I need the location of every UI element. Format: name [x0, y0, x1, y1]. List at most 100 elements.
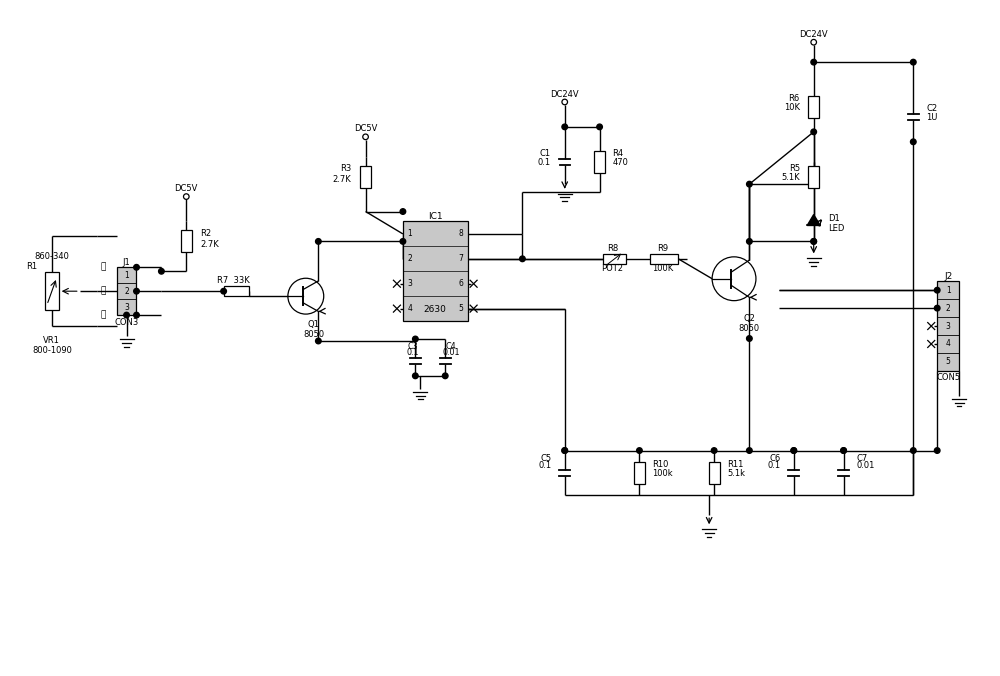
Circle shape: [562, 124, 568, 130]
Text: 8050: 8050: [738, 324, 760, 333]
Text: DC5V: DC5V: [175, 184, 198, 193]
Text: 3: 3: [124, 303, 129, 312]
Circle shape: [413, 336, 418, 342]
Text: R1: R1: [26, 262, 37, 271]
Text: R2: R2: [200, 229, 211, 238]
Circle shape: [562, 448, 568, 454]
Text: C4: C4: [446, 343, 457, 352]
Bar: [937, 281, 959, 371]
Bar: [403, 222, 468, 321]
Circle shape: [124, 312, 129, 318]
Circle shape: [442, 373, 448, 379]
Text: D1: D1: [828, 214, 839, 223]
Circle shape: [811, 59, 816, 65]
Circle shape: [911, 139, 916, 145]
Text: C1: C1: [540, 149, 551, 158]
Circle shape: [134, 264, 139, 270]
Text: C5: C5: [541, 454, 552, 462]
Circle shape: [934, 287, 940, 293]
Text: J1: J1: [123, 258, 130, 267]
Circle shape: [221, 289, 226, 294]
Text: R6: R6: [789, 95, 800, 103]
Text: 800-1090: 800-1090: [32, 346, 72, 356]
Text: 7: 7: [458, 254, 463, 264]
Circle shape: [134, 312, 139, 318]
Text: 470: 470: [613, 158, 628, 167]
Text: 4: 4: [946, 339, 951, 348]
Bar: [224, 286, 249, 296]
Bar: [650, 254, 678, 264]
Bar: [808, 96, 819, 118]
Text: 10K: 10K: [784, 103, 800, 112]
Text: 100K: 100K: [652, 264, 673, 273]
Text: 8: 8: [458, 229, 463, 239]
Bar: [360, 166, 371, 188]
Circle shape: [841, 448, 846, 454]
Circle shape: [413, 373, 418, 379]
Circle shape: [159, 268, 164, 274]
Text: 2: 2: [124, 287, 129, 295]
Text: R4: R4: [613, 149, 624, 158]
Text: 1: 1: [124, 271, 129, 280]
Text: 1U: 1U: [926, 114, 938, 122]
Circle shape: [934, 448, 940, 454]
Circle shape: [811, 239, 816, 244]
Text: Q1: Q1: [308, 320, 320, 329]
Circle shape: [934, 306, 940, 311]
Text: 0.01: 0.01: [857, 462, 875, 470]
Circle shape: [134, 289, 139, 294]
Circle shape: [316, 239, 321, 244]
Text: 6: 6: [458, 279, 463, 288]
Text: C6: C6: [770, 454, 781, 462]
Text: 2: 2: [946, 304, 951, 312]
Text: 100k: 100k: [652, 469, 673, 479]
Polygon shape: [807, 214, 820, 226]
Text: DC5V: DC5V: [354, 124, 377, 133]
Circle shape: [811, 239, 816, 244]
Text: 1: 1: [407, 229, 412, 239]
Text: 2.7K: 2.7K: [333, 175, 352, 184]
Text: 860-340: 860-340: [34, 252, 69, 261]
Circle shape: [747, 336, 752, 341]
Text: 0.01: 0.01: [442, 348, 460, 358]
Text: DC24V: DC24V: [550, 89, 579, 99]
Text: R3: R3: [340, 164, 352, 173]
Text: J2: J2: [944, 272, 952, 281]
Text: Q2: Q2: [743, 314, 755, 323]
Text: 0.1: 0.1: [539, 462, 552, 470]
Text: POT2: POT2: [602, 264, 624, 273]
Text: 黑: 黑: [101, 287, 106, 295]
Circle shape: [400, 209, 406, 214]
Text: R7  33K: R7 33K: [217, 276, 249, 285]
Text: 0.1: 0.1: [768, 462, 781, 470]
Circle shape: [316, 338, 321, 344]
Text: DC24V: DC24V: [799, 30, 828, 39]
Circle shape: [747, 239, 752, 244]
Text: 2: 2: [407, 254, 412, 264]
Text: 1: 1: [946, 286, 951, 295]
Text: 2.7K: 2.7K: [200, 240, 219, 249]
Bar: [594, 151, 605, 172]
Circle shape: [637, 448, 642, 454]
Text: 3: 3: [407, 279, 412, 288]
Bar: [634, 462, 645, 484]
Text: 0.1: 0.1: [538, 158, 551, 167]
Text: CON3: CON3: [114, 318, 139, 327]
Text: IC1: IC1: [428, 212, 443, 221]
Text: C2: C2: [926, 105, 937, 114]
Text: 5.1k: 5.1k: [727, 469, 745, 479]
Circle shape: [400, 239, 406, 244]
Circle shape: [747, 181, 752, 187]
Circle shape: [791, 448, 797, 454]
Text: 5.1K: 5.1K: [781, 173, 800, 182]
Text: R5: R5: [789, 164, 800, 173]
Circle shape: [520, 256, 525, 262]
Circle shape: [562, 448, 568, 454]
Circle shape: [841, 448, 846, 454]
Text: R11: R11: [727, 460, 743, 469]
Text: LED: LED: [828, 224, 844, 233]
Bar: [117, 267, 136, 315]
Text: VR1: VR1: [43, 337, 60, 345]
Circle shape: [711, 448, 717, 454]
Circle shape: [597, 124, 602, 130]
